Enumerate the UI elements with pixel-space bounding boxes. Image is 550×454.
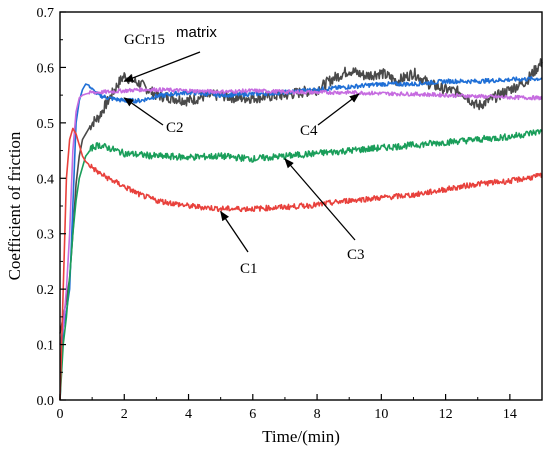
y-tick-label: 0.3 (37, 228, 55, 243)
x-tick-label: 2 (121, 407, 128, 422)
y-tick-label: 0.6 (37, 61, 55, 76)
x-tick-label: 6 (249, 407, 256, 422)
x-tick-label: 0 (57, 407, 64, 422)
annotation-arrow (220, 210, 249, 253)
y-tick-label: 0.2 (37, 283, 55, 298)
x-tick-label: 8 (314, 407, 321, 422)
annotation-label-c3: C3 (347, 247, 365, 263)
x-tick-label: 4 (185, 407, 192, 422)
x-axis-label: Time/(min) (262, 427, 340, 446)
y-tick-label: 0.0 (37, 394, 55, 409)
x-tick-label: 10 (374, 407, 388, 422)
series-line-c1 (59, 127, 543, 401)
series-line-c4 (59, 86, 543, 345)
annotation-arrow (123, 51, 201, 82)
series-line-c3 (59, 129, 543, 401)
annotation-label-c2: C2 (166, 120, 184, 136)
annotation-label-gcr15: GCr15 (124, 32, 165, 48)
annotation-arrow (123, 97, 164, 126)
series-layer (59, 58, 543, 401)
annotation-arrow (317, 93, 360, 126)
x-tick-label: 14 (503, 407, 517, 422)
x-tick-label: 12 (439, 407, 453, 422)
annotation-arrow (284, 158, 356, 241)
y-axis-label: Coefficient of friction (5, 131, 24, 280)
y-tick-label: 0.1 (37, 339, 55, 354)
y-tick-label: 0.4 (37, 172, 55, 187)
axes-layer: 0 2 4 6 8 10 12 14 0.0 0.1 0.2 0.3 0.4 0.5 0.6 0.7 (37, 6, 517, 422)
annotation-layer: GCr15 matrix C2 C4 C1 C3 (123, 24, 365, 277)
y-tick-label: 0.5 (37, 117, 55, 132)
plot-frame (59, 11, 543, 401)
annotation-label-matrix: matrix (176, 24, 217, 41)
y-tick-label: 0.7 (37, 6, 55, 21)
annotation-label-c1: C1 (240, 261, 258, 277)
annotation-label-c4: C4 (300, 123, 318, 139)
